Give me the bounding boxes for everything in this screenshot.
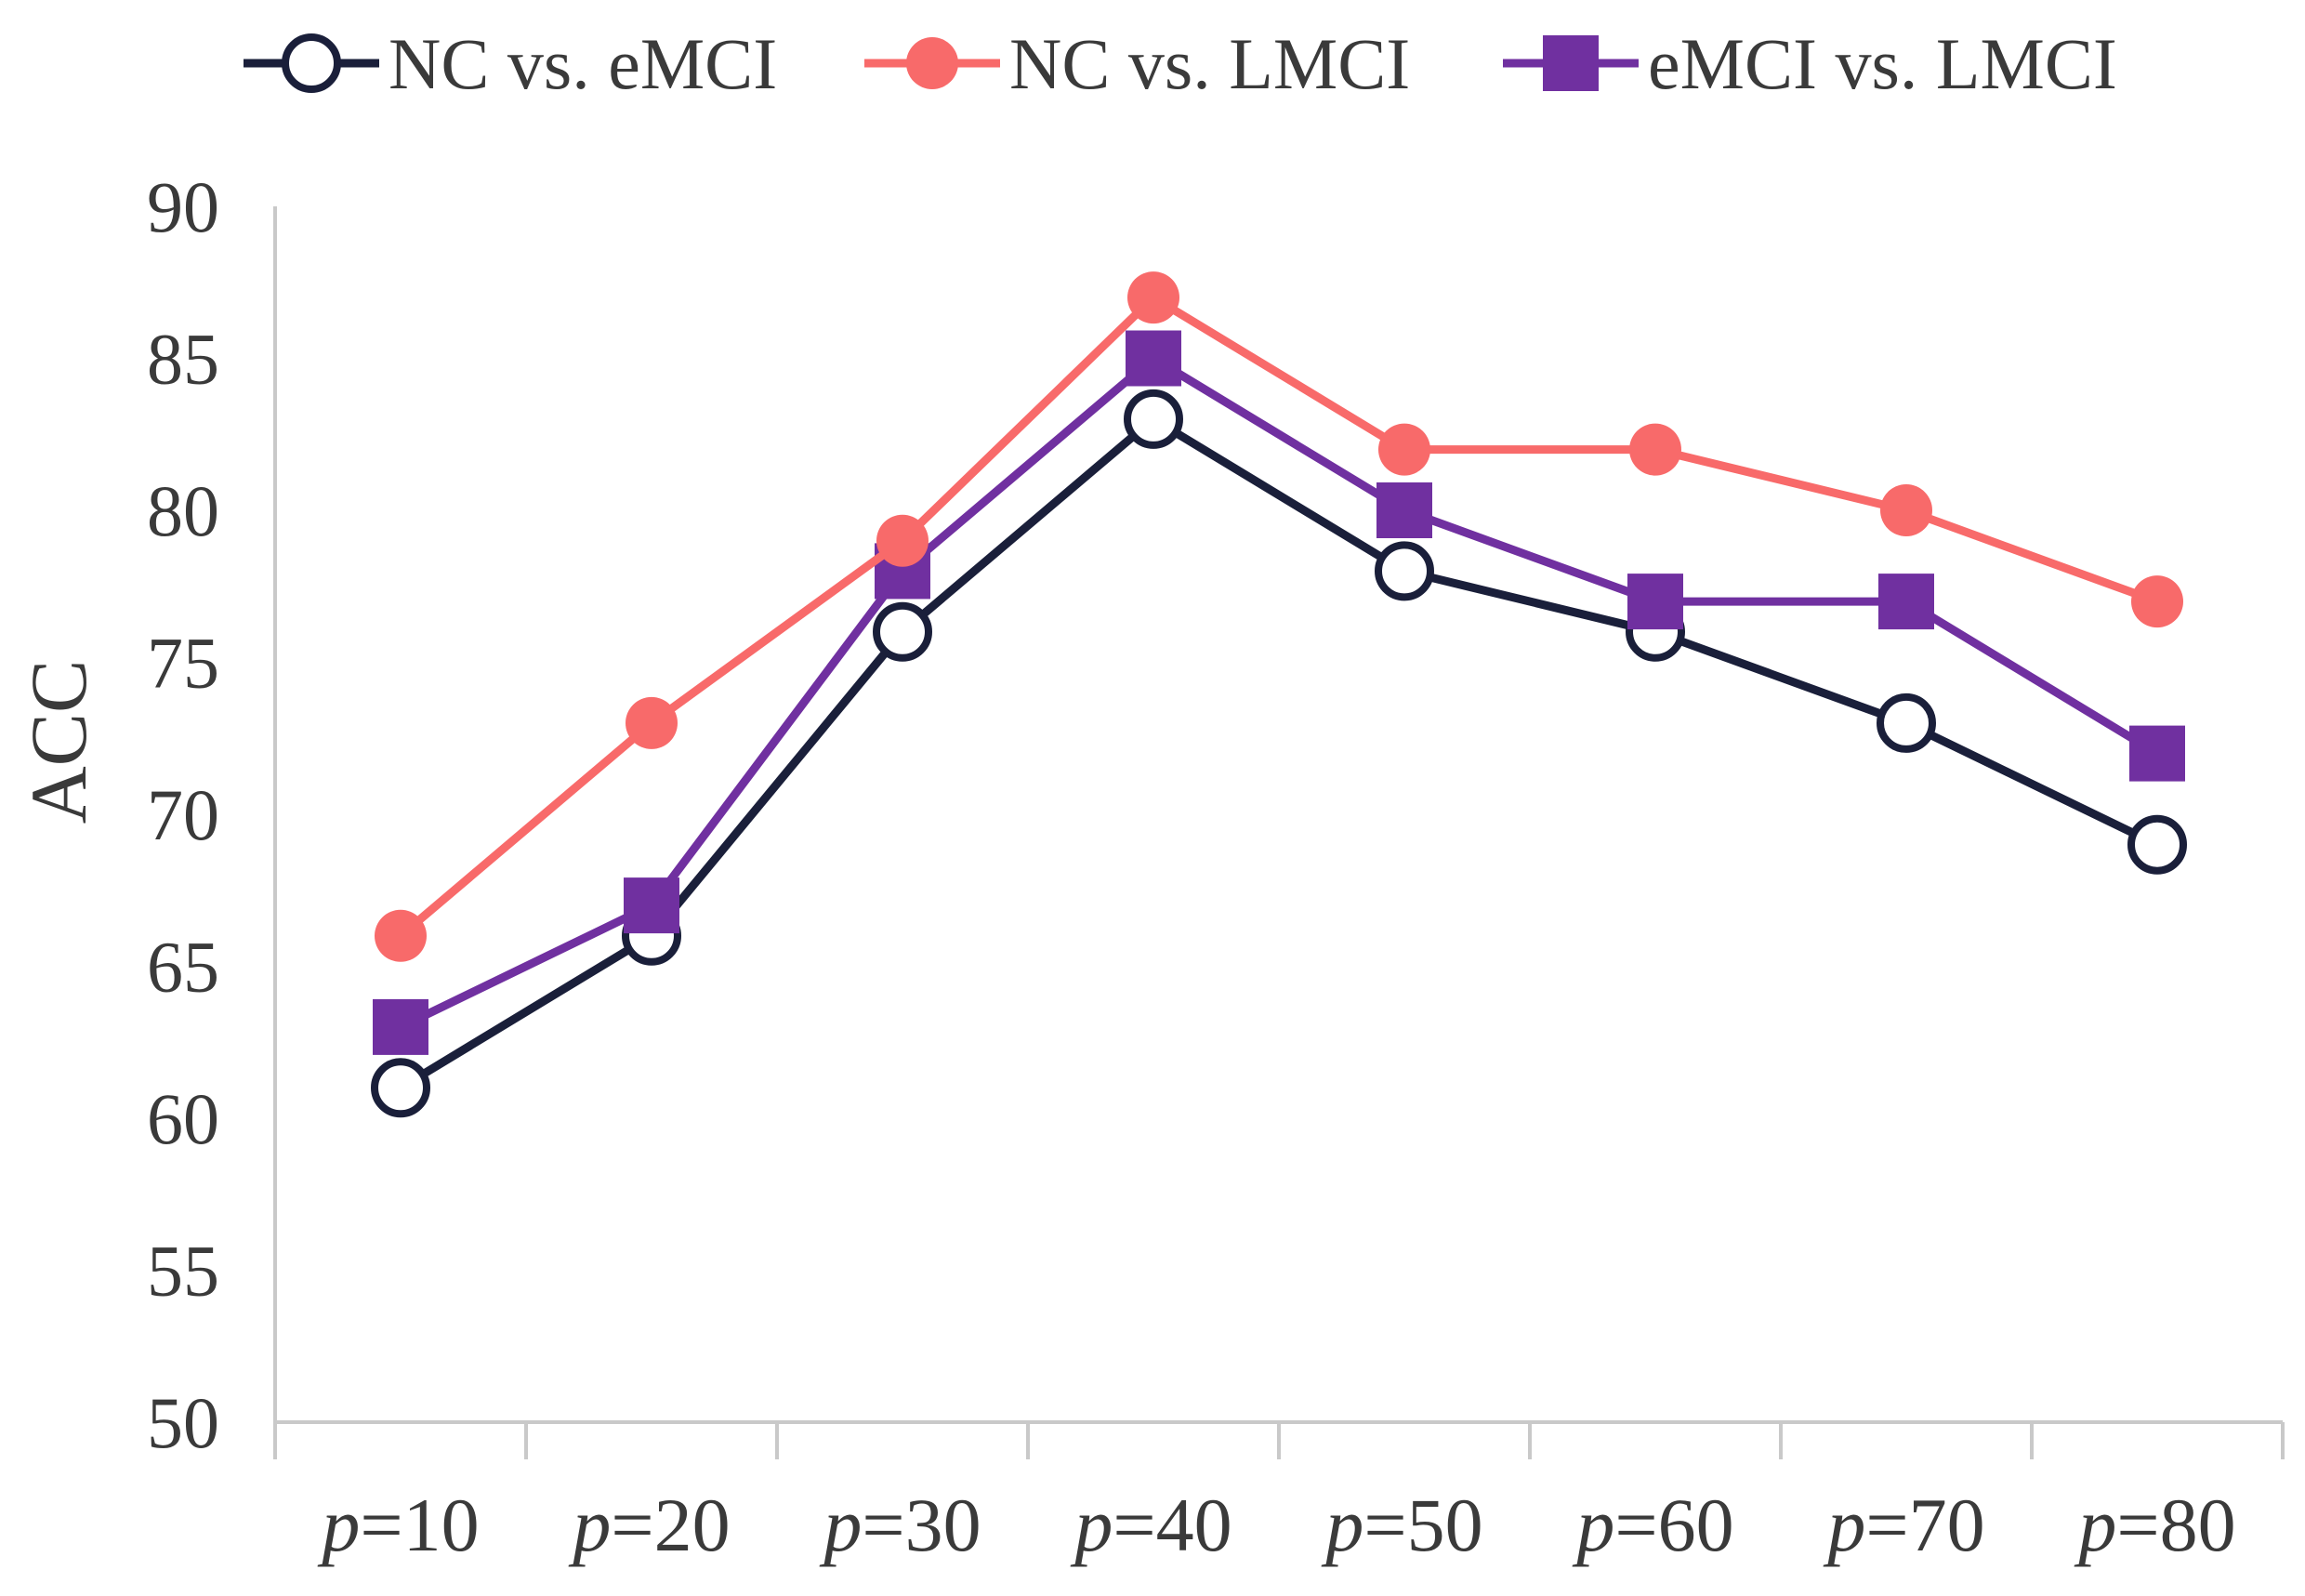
x-tick-label-prefix: p — [1823, 1483, 1865, 1567]
data-point — [1376, 482, 1432, 538]
x-tick-label: p=10 — [317, 1483, 479, 1567]
y-tick-label: 50 — [147, 1382, 219, 1463]
data-point — [375, 909, 427, 962]
x-tick-label-suffix: =30 — [862, 1483, 981, 1567]
y-tick-label: 90 — [147, 166, 219, 247]
x-tick-label: p=50 — [1321, 1483, 1482, 1567]
x-axis: p=10 p=20 p=30 p=40 p=50 p=60 p=70 p=80 — [273, 1420, 2285, 1567]
x-tick-label: p=30 — [819, 1483, 981, 1567]
legend: NC vs. eMCI NC vs. LMCI eMCI vs. LMCI — [244, 23, 2117, 104]
y-axis-title: ACC — [14, 660, 103, 824]
data-point — [1878, 574, 1934, 630]
data-point — [1627, 574, 1683, 630]
x-tick-label: p=80 — [2074, 1483, 2235, 1567]
data-point — [1126, 330, 1181, 387]
x-tick-label: p=20 — [568, 1483, 730, 1567]
legend-marker — [1543, 35, 1599, 91]
x-tick-label-prefix: p — [819, 1483, 862, 1567]
y-tick-label: 65 — [147, 927, 219, 1008]
data-point — [1378, 423, 1430, 476]
x-tick-label: p=40 — [1070, 1483, 1232, 1567]
y-tick-label: 60 — [147, 1078, 219, 1159]
series-nc-vs-lmci — [375, 271, 2183, 962]
x-tick-label-prefix: p — [317, 1483, 360, 1567]
legend-marker — [282, 33, 341, 93]
data-point — [876, 514, 929, 567]
legend-item: NC vs. eMCI — [244, 23, 777, 104]
x-tick-label-prefix: p — [1321, 1483, 1363, 1567]
x-tick-label-suffix: =60 — [1614, 1483, 1733, 1567]
series-line — [399, 354, 2160, 1031]
data-point — [624, 877, 679, 934]
y-axis: 50 55 60 65 70 75 80 85 90 — [147, 166, 277, 1463]
data-point — [1127, 271, 1179, 324]
data-point — [1629, 423, 1681, 476]
x-tick-label-prefix: p — [1070, 1483, 1113, 1567]
data-point — [1124, 389, 1183, 449]
legend-label: eMCI vs. LMCI — [1648, 23, 2117, 104]
x-tick-label-prefix: p — [568, 1483, 611, 1567]
x-tick-label: p=70 — [1823, 1483, 1984, 1567]
x-tick-label-suffix: =50 — [1363, 1483, 1482, 1567]
x-tick-label-suffix: =80 — [2116, 1483, 2235, 1567]
legend-item: NC vs. LMCI — [864, 23, 1410, 104]
x-tick-label-suffix: =10 — [360, 1483, 479, 1567]
x-tick-label-suffix: =70 — [1865, 1483, 1984, 1567]
data-point — [2127, 814, 2187, 875]
y-tick-label: 70 — [147, 774, 219, 855]
x-tick-label-suffix: =40 — [1113, 1483, 1232, 1567]
y-tick-label: 55 — [147, 1231, 219, 1312]
legend-label: NC vs. LMCI — [1009, 23, 1410, 104]
series-layer — [371, 271, 2187, 1118]
x-tick-label-prefix: p — [1572, 1483, 1614, 1567]
data-point — [2131, 575, 2183, 628]
series-line — [398, 415, 2159, 1092]
data-point — [873, 601, 932, 662]
data-point — [373, 998, 428, 1055]
data-point — [2129, 725, 2185, 782]
data-point — [371, 1058, 430, 1118]
y-tick-label: 75 — [147, 623, 219, 704]
legend-label: NC vs. eMCI — [389, 23, 777, 104]
legend-item: eMCI vs. LMCI — [1503, 23, 2117, 104]
data-point — [1375, 541, 1434, 601]
x-tick-label: p=60 — [1572, 1483, 1733, 1567]
data-point — [626, 696, 678, 749]
data-point — [1877, 692, 1936, 753]
legend-marker — [906, 37, 958, 89]
data-point — [1880, 484, 1932, 536]
x-tick-label-prefix: p — [2074, 1483, 2116, 1567]
y-tick-label: 80 — [147, 470, 219, 551]
series-line — [398, 293, 2159, 940]
x-tick-label-suffix: =20 — [611, 1483, 730, 1567]
y-tick-label: 85 — [147, 319, 219, 400]
